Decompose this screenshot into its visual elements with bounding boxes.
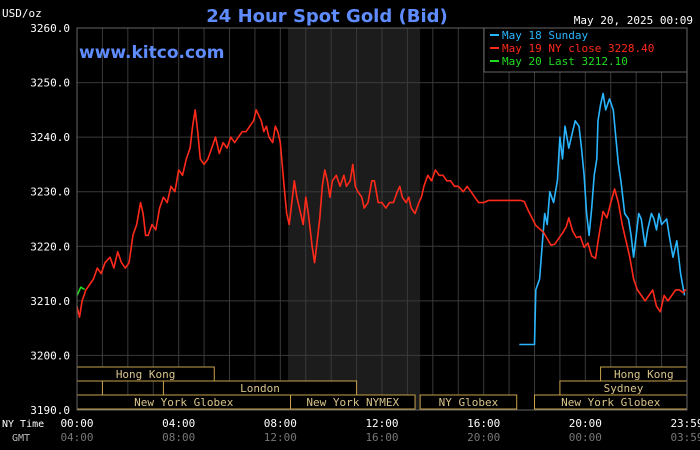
x-tick-label-gmt: 16:00 (365, 431, 398, 444)
session-label: Hong Kong (614, 368, 674, 381)
session-label: NY Globex (439, 396, 499, 409)
series-line (519, 92, 686, 346)
session-label: New York Globex (134, 396, 234, 409)
x-tick-label-gmt: 03:59 (670, 431, 700, 444)
x-tick-label-gmt: 00:00 (569, 431, 602, 444)
plot-border (76, 27, 688, 411)
session-label: Hong Kong (116, 368, 176, 381)
x-tick-label-gmt: 04:00 (60, 431, 93, 444)
y-tick-label: 3230.0 (30, 186, 70, 199)
y-tick-label: 3200.0 (30, 349, 70, 362)
chart-title: 24 Hour Spot Gold (Bid) (206, 6, 447, 27)
y-tick-label: 3190.0 (30, 404, 70, 417)
axes: 3260.0 3250.0 3240.0 3230.0 3220.0 3210.0 3200… (30, 22, 700, 444)
x-tick-label-ny: 00:00 (60, 417, 93, 430)
series-layer (76, 92, 687, 346)
y-tick-label: 3260.0 (30, 22, 70, 35)
brand-label: www.kitco.com (79, 43, 224, 63)
session-label: Sydney (604, 382, 644, 395)
x-tick-label-gmt: 20:00 (467, 431, 500, 444)
legend-label: May 20 Last 3212.10 (502, 55, 628, 68)
session-box (290, 394, 416, 410)
series-line (76, 286, 86, 296)
session-label: London (240, 382, 280, 395)
ny-time-row-label: NY Time (2, 419, 44, 430)
shaded-session-band (287, 28, 421, 410)
x-tick-label-ny: 04:00 (162, 417, 195, 430)
x-tick-label-ny: 08:00 (264, 417, 297, 430)
session-box (419, 394, 518, 410)
x-tick-label-gmt: 12:00 (264, 431, 297, 444)
series-line (76, 109, 687, 318)
session-label: New York Globex (561, 396, 661, 409)
legend-label: May 19 NY close 3228.40 (502, 42, 654, 55)
x-tick-label-ny: 12:00 (365, 417, 398, 430)
x-tick-label-ny: 20:00 (569, 417, 602, 430)
y-tick-label: 3250.0 (30, 77, 70, 90)
x-tick-label-gmt: 08:00 (162, 431, 195, 444)
session-label: New York NYMEX (306, 396, 399, 409)
y-tick-label: 3210.0 (30, 295, 70, 308)
gmt-row-label: GMT (12, 433, 30, 444)
timestamp: May 20, 2025 00:09 (574, 14, 693, 27)
legend-box (483, 27, 688, 73)
x-tick-label-ny: 23:59 (670, 417, 700, 430)
legend-label: May 18 Sunday (502, 29, 588, 42)
y-unit-label: USD/oz (2, 7, 42, 20)
y-tick-label: 3240.0 (30, 131, 70, 144)
x-tick-label-ny: 16:00 (467, 417, 500, 430)
y-tick-label: 3220.0 (30, 240, 70, 253)
session-box (76, 380, 103, 396)
